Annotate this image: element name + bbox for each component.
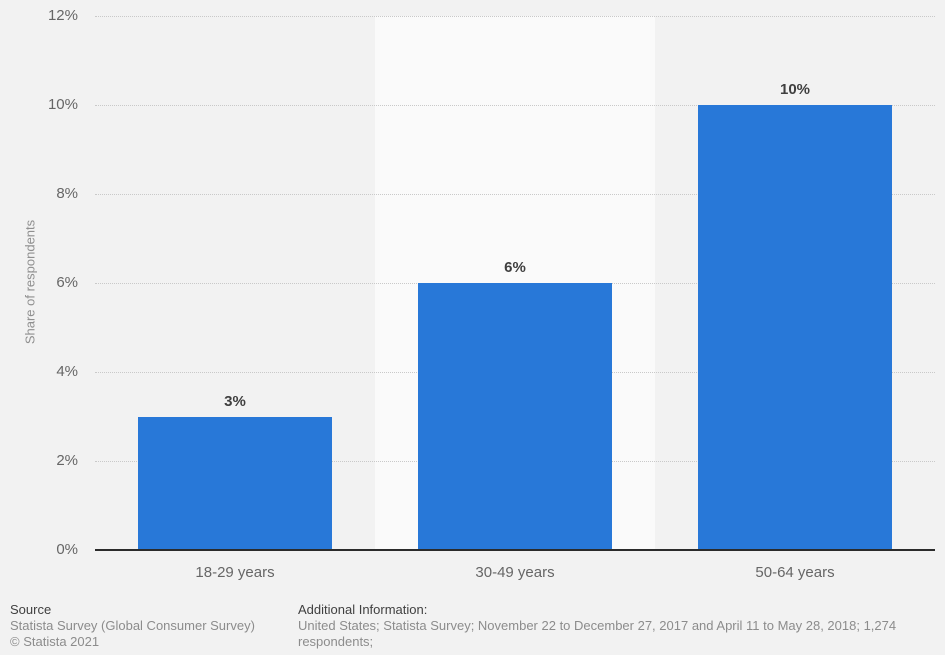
y-tick-label: 12% <box>47 7 78 24</box>
bar-30-49-years <box>418 283 612 550</box>
gridline <box>95 16 935 17</box>
y-tick-label: 0% <box>56 541 78 558</box>
x-tick-label: 18-29 years <box>195 564 275 581</box>
copyright-line: © Statista 2021 <box>10 634 100 649</box>
additional-info-text: United States; Statista Survey; November… <box>298 618 897 649</box>
source-block: Source Statista Survey (Global Consumer … <box>10 602 290 650</box>
additional-info-heading: Additional Information: <box>298 602 428 617</box>
source-line: Statista Survey (Global Consumer Survey) <box>10 618 255 633</box>
gridline <box>95 105 935 106</box>
bar-50-64-years <box>698 105 892 550</box>
bar-value-label: 10% <box>779 81 811 98</box>
x-tick-label: 50-64 years <box>755 564 835 581</box>
y-tick-label: 2% <box>56 452 78 469</box>
x-tick-label: 30-49 years <box>475 564 555 581</box>
bar-value-label: 3% <box>224 392 246 410</box>
y-tick-label: 4% <box>56 363 78 380</box>
bar-value-label: 6% <box>504 259 526 276</box>
plot-area: 3% 6% 10% <box>95 16 935 551</box>
source-heading: Source <box>10 602 52 617</box>
y-tick-label: 8% <box>56 185 78 202</box>
gridline <box>95 194 935 195</box>
y-tick-label: 6% <box>56 274 78 291</box>
x-axis-line <box>95 549 935 551</box>
bar-18-29-years <box>138 416 332 550</box>
additional-info-block: Additional Information: United States; S… <box>298 602 938 650</box>
plot-band: 10% <box>655 16 935 550</box>
y-tick-label: 10% <box>47 96 78 113</box>
